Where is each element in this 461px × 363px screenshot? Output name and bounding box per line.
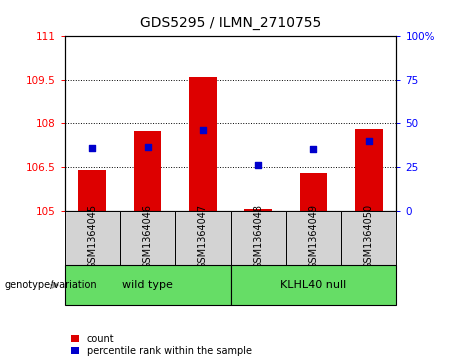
Bar — [355, 129, 383, 211]
Bar — [286, 211, 341, 265]
Point — [89, 145, 96, 151]
Bar — [230, 211, 286, 265]
Point — [254, 162, 262, 168]
Legend: count, percentile rank within the sample: count, percentile rank within the sample — [70, 332, 254, 358]
Bar — [175, 211, 230, 265]
Text: genotype/variation: genotype/variation — [5, 280, 97, 290]
Text: GSM1364045: GSM1364045 — [87, 204, 97, 269]
Bar — [65, 211, 120, 265]
Text: wild type: wild type — [122, 280, 173, 290]
Point — [199, 127, 207, 133]
Text: GDS5295 / ILMN_2710755: GDS5295 / ILMN_2710755 — [140, 16, 321, 30]
Bar — [78, 170, 106, 211]
Text: GSM1364050: GSM1364050 — [364, 204, 374, 269]
Bar — [230, 265, 396, 305]
Bar — [341, 211, 396, 265]
Text: GSM1364047: GSM1364047 — [198, 204, 208, 269]
Point — [365, 139, 372, 144]
Bar — [189, 77, 217, 211]
Point — [144, 144, 151, 150]
Point — [310, 146, 317, 152]
Text: KLHL40 null: KLHL40 null — [280, 280, 347, 290]
Bar — [120, 211, 175, 265]
Text: GSM1364048: GSM1364048 — [253, 204, 263, 269]
Text: GSM1364049: GSM1364049 — [308, 204, 319, 269]
Text: GSM1364046: GSM1364046 — [142, 204, 153, 269]
Bar — [244, 209, 272, 211]
Bar — [134, 131, 161, 211]
Bar — [65, 265, 230, 305]
Bar — [300, 173, 327, 211]
